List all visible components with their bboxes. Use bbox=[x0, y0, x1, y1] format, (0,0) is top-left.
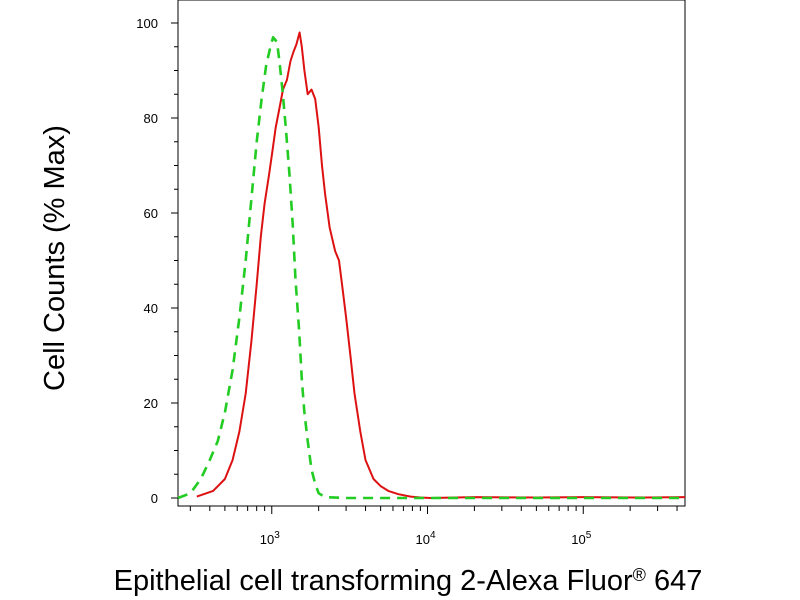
plot-series bbox=[177, 31, 686, 500]
plot-frame bbox=[177, 0, 686, 507]
x-axis-label-tail: 647 bbox=[646, 565, 702, 597]
y-tick-label: 40 bbox=[144, 301, 158, 316]
x-tick-label: 105 bbox=[571, 530, 591, 547]
x-tick-label: 103 bbox=[260, 530, 280, 547]
y-tick-label: 80 bbox=[144, 111, 158, 126]
x-axis-label-main: Epithelial cell transforming 2-Alexa Flu… bbox=[114, 565, 633, 597]
histogram-line-control bbox=[177, 36, 685, 500]
histogram-line-sample bbox=[196, 31, 686, 499]
y-tick-label: 20 bbox=[144, 396, 158, 411]
y-axis-label: Cell Counts (% Max) bbox=[39, 125, 71, 391]
x-axis-label: Epithelial cell transforming 2-Alexa Flu… bbox=[114, 565, 703, 597]
x-axis: 103 104 105 bbox=[189, 506, 678, 547]
y-tick-label: 0 bbox=[151, 491, 158, 506]
y-tick-label: 60 bbox=[144, 206, 158, 221]
y-axis: 0 20 40 60 80 100 bbox=[136, 16, 178, 506]
y-tick-label: 100 bbox=[136, 16, 158, 31]
x-tick-label: 104 bbox=[416, 530, 436, 547]
x-axis-label-registered: ® bbox=[633, 565, 646, 585]
